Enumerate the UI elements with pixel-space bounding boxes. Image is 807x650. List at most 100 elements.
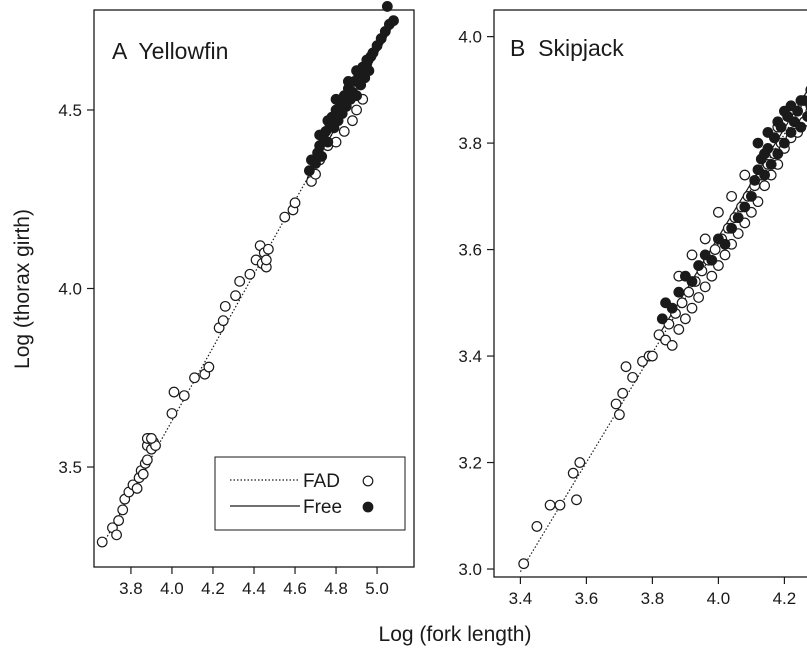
panel-b-free-point xyxy=(693,260,704,271)
panel-a-x-tick-label: 4.2 xyxy=(201,579,225,598)
panel-a-free-point xyxy=(322,136,334,148)
panel-b-fad-point xyxy=(647,350,658,362)
panel-a-fad-point xyxy=(137,468,149,480)
panel-a-fad-point xyxy=(166,408,178,419)
panel-b-free-point xyxy=(726,222,737,234)
panel-b-fad-point xyxy=(617,387,629,399)
legend-fad-marker xyxy=(362,475,374,487)
panel-a-free-point xyxy=(351,65,362,77)
panel-a-fad-point xyxy=(141,454,153,466)
panel-b-fad-point xyxy=(673,324,685,335)
panel-b-fad-point xyxy=(739,169,751,181)
panel-b-fad-point xyxy=(614,409,625,421)
panel-a-x-tick-label: 4.8 xyxy=(324,579,348,598)
panel-b-free-point xyxy=(772,116,784,128)
panel-b-fad-point xyxy=(666,340,678,351)
panel-b-fad-point xyxy=(554,499,566,511)
panel-b-free-point xyxy=(746,190,757,202)
panel-a-y-tick-label: 4.0 xyxy=(58,280,82,299)
panel-b-free-point xyxy=(719,238,731,250)
panel-a-free-point xyxy=(381,1,393,12)
panel-a-fad-point xyxy=(279,211,291,223)
panel-b-fad-point xyxy=(620,361,632,373)
panel-a-free-point xyxy=(351,90,362,102)
panel-a-axes: 3.8 4.0 4.2 4.4 4.6 4.8 5.0 3.5 4.0 4.5 xyxy=(58,101,389,598)
panel-b-free-point xyxy=(765,158,777,170)
panel-b-free-point xyxy=(802,111,807,122)
panel-a-free-point xyxy=(316,150,328,162)
panel-b-y-tick-label: 4.0 xyxy=(458,28,482,47)
panel-b-x-tick-label: 4.0 xyxy=(707,589,731,608)
panel-a-fad-point xyxy=(178,390,190,402)
panel-b-fad-point xyxy=(719,249,731,261)
panel-b-points xyxy=(518,86,807,570)
panel-a-fad-point xyxy=(262,243,274,255)
panel-b-fad-point xyxy=(686,302,698,314)
panel-b-fad-point xyxy=(627,371,638,383)
panel-a-fad-point xyxy=(96,536,108,548)
panel-a-fad-point xyxy=(111,529,122,541)
panel-a-fad-point xyxy=(146,433,157,444)
panel-skipjack: 3.4 3.6 3.8 4.0 4.2 3.0 3.2 3.4 3.6 3.8 4.0 B Skip… xyxy=(458,9,807,608)
panel-b-fad-point xyxy=(676,297,688,309)
panel-b-free-point xyxy=(795,95,807,106)
panel-b-free-point xyxy=(752,137,764,149)
panel-b-y-tick-label: 3.8 xyxy=(458,134,482,153)
panel-b-y-tick-label: 3.0 xyxy=(458,560,482,579)
panel-a-free-point xyxy=(361,54,373,66)
panel-a-fad-point xyxy=(168,386,180,398)
panel-yellowfin: 3.8 4.0 4.2 4.4 4.6 4.8 5.0 3.5 4.0 4.5 A Yellowf… xyxy=(58,1,415,598)
panel-a-points xyxy=(96,1,399,548)
panel-a-fad-point xyxy=(338,125,350,137)
panel-b-free-point xyxy=(795,121,807,133)
panel-a-y-tick-label: 3.5 xyxy=(58,458,82,477)
x-axis-label: Log (fork length) xyxy=(379,623,532,646)
panel-a-title: A Yellowfin xyxy=(112,38,228,64)
panel-b-fad-point xyxy=(713,206,724,218)
panel-b-fad-point xyxy=(610,398,622,410)
panel-a-fad-point xyxy=(351,104,362,116)
panel-b-y-tick-label: 3.2 xyxy=(458,454,482,473)
panel-a-free-point xyxy=(388,15,399,27)
panel-b-free-point xyxy=(686,276,698,287)
panel-a-free-point xyxy=(310,158,321,169)
panel-a-free-point xyxy=(363,65,375,77)
panel-a-fad-point xyxy=(260,254,272,266)
legend-free-marker xyxy=(362,501,374,513)
panel-a-fad-point xyxy=(189,372,200,384)
panel-a-free-point xyxy=(322,115,334,127)
panel-b-free-point xyxy=(656,313,668,325)
panel-b-x-tick-label: 3.8 xyxy=(641,589,665,608)
panel-a-free-point xyxy=(314,129,326,141)
panel-a-fad-point xyxy=(203,361,215,373)
panel-b-free-point xyxy=(759,169,770,181)
panel-b-fad-point xyxy=(709,244,721,255)
panel-b-free-point xyxy=(706,254,718,266)
panel-a-fad-point xyxy=(113,515,125,526)
panel-b-fad-point xyxy=(571,494,582,506)
panel-b-fad-point xyxy=(518,558,530,570)
panel-b-fad-point xyxy=(693,292,704,303)
panel-a-free-point xyxy=(342,76,354,87)
panel-a-fad-point xyxy=(234,275,246,287)
panel-b-free-point xyxy=(769,132,780,144)
legend-free-label: Free xyxy=(303,497,342,518)
panel-a-x-tick-label: 3.8 xyxy=(119,579,143,598)
panel-a-x-tick-label: 4.4 xyxy=(242,579,266,598)
panel-a-fad-point xyxy=(244,268,256,280)
panel-b-free-point xyxy=(732,212,744,224)
panel-b-free-point xyxy=(749,174,761,186)
y-axis-label: Log (thorax girth) xyxy=(11,209,34,369)
panel-b-fad-point xyxy=(706,270,718,282)
panel-b-frame xyxy=(493,9,807,578)
panel-b-y-tick-label: 3.4 xyxy=(458,347,482,366)
panel-a-fad-point xyxy=(219,300,231,312)
panel-b-y-tick-label: 3.6 xyxy=(458,241,482,260)
panel-b-fad-point xyxy=(567,467,579,479)
panel-b-title: B Skipjack xyxy=(510,35,624,61)
panel-b-free-point xyxy=(779,137,790,149)
panel-a-fad-point xyxy=(117,504,129,516)
legend-box xyxy=(214,456,406,531)
panel-b-fad-point xyxy=(699,281,711,293)
